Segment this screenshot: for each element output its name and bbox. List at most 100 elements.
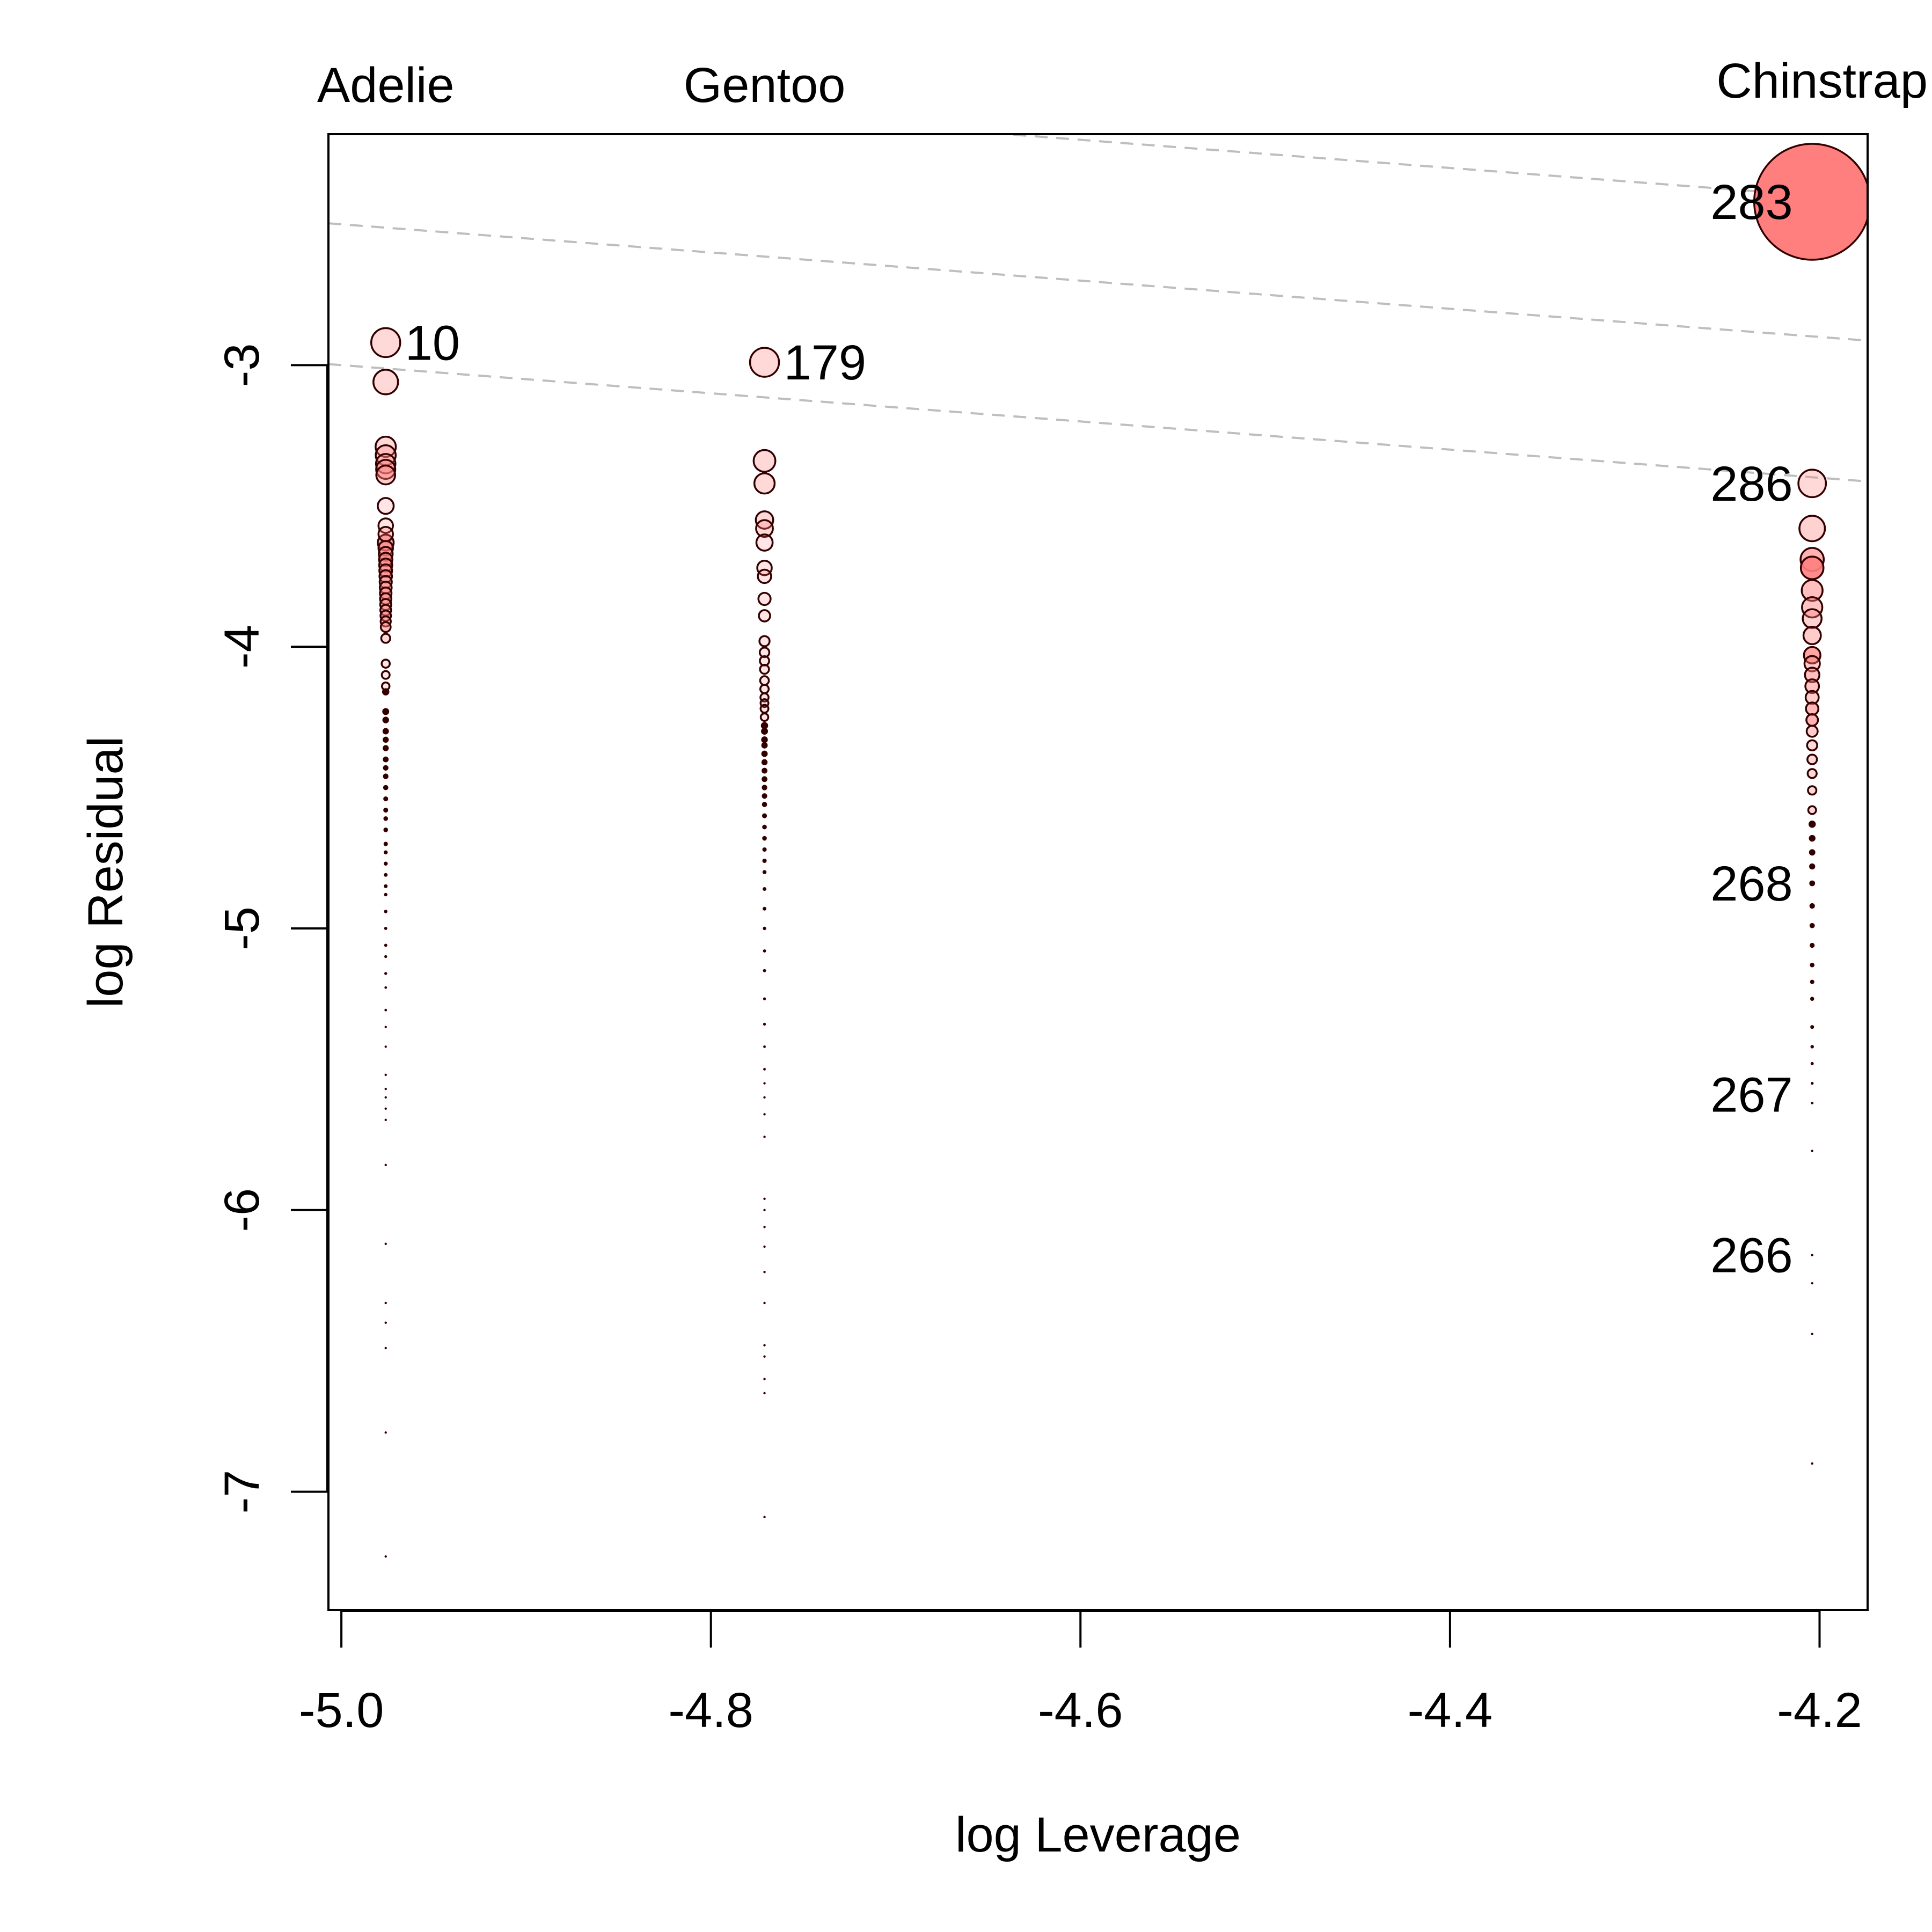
- data-point: [755, 533, 774, 552]
- data-point: [1801, 596, 1824, 619]
- data-point: [384, 892, 387, 897]
- data-point: [384, 1096, 387, 1099]
- data-point: [383, 861, 388, 866]
- data-point: [761, 736, 768, 743]
- y-tick-label: -7: [215, 1470, 269, 1514]
- data-point: [382, 728, 389, 735]
- data-point: [763, 997, 766, 1000]
- data-point: [1810, 1062, 1814, 1065]
- data-point: [757, 591, 772, 606]
- point-label: 179: [784, 335, 867, 390]
- data-point: [383, 765, 389, 771]
- data-point: [1809, 903, 1815, 909]
- data-point: [761, 759, 768, 765]
- data-point: [763, 1378, 766, 1380]
- data-point: [375, 458, 397, 480]
- data-point: [753, 472, 776, 495]
- data-point: [383, 796, 389, 802]
- data-point: [377, 517, 394, 534]
- data-point: [377, 525, 394, 543]
- data-point: [758, 635, 771, 647]
- point-label: 268: [1710, 857, 1793, 911]
- data-point: [384, 1073, 387, 1077]
- data-point: [763, 1271, 766, 1274]
- data-point: [1808, 821, 1816, 828]
- data-point: [758, 609, 771, 623]
- data-point: [755, 519, 774, 538]
- data-point: [372, 369, 399, 396]
- contour-line: [328, 0, 1868, 59]
- data-point: [383, 736, 389, 743]
- data-point: [384, 926, 387, 930]
- data-point: [763, 969, 766, 972]
- data-point: [752, 449, 777, 473]
- data-point: [1810, 1025, 1814, 1029]
- data-point: [763, 1209, 766, 1211]
- data-point: [762, 858, 767, 863]
- data-point: [763, 1022, 766, 1026]
- data-point: [763, 1301, 766, 1305]
- y-tick-label: -6: [215, 1188, 269, 1232]
- data-point: [383, 745, 389, 751]
- point-label: 286: [1710, 457, 1793, 511]
- data-point: [762, 836, 767, 841]
- data-point: [763, 906, 767, 911]
- data-point: [1809, 880, 1816, 887]
- data-point: [762, 813, 767, 818]
- data-point: [383, 756, 389, 763]
- group-label: Adelie: [317, 58, 455, 113]
- data-point: [384, 972, 387, 975]
- data-point: [1807, 785, 1818, 796]
- data-point: [763, 949, 766, 953]
- data-point: [1797, 469, 1827, 499]
- data-point: [384, 884, 388, 888]
- data-point: [761, 742, 768, 749]
- data-point: [762, 785, 767, 791]
- data-point: [759, 684, 770, 694]
- data-point: [759, 675, 770, 686]
- data-point: [1802, 608, 1823, 629]
- data-point: [384, 873, 388, 877]
- data-point: [1811, 1150, 1813, 1152]
- data-point: [762, 824, 767, 830]
- data-point: [762, 776, 767, 782]
- y-tick-label: -4: [215, 625, 269, 669]
- data-point: [384, 1163, 387, 1167]
- point-label: 267: [1710, 1068, 1793, 1123]
- data-point: [380, 658, 391, 669]
- data-point: [759, 704, 770, 714]
- data-point: [763, 1136, 766, 1138]
- data-point: [384, 1321, 387, 1324]
- data-point: [383, 841, 388, 846]
- data-point: [763, 1245, 766, 1248]
- data-point: [383, 807, 389, 813]
- data-point: [1801, 579, 1824, 602]
- data-point: [382, 716, 389, 723]
- data-point: [382, 708, 390, 715]
- data-point: [1810, 979, 1814, 984]
- x-tick-label: -4.4: [1408, 1683, 1493, 1738]
- data-point: [1804, 667, 1820, 683]
- data-point: [383, 850, 388, 855]
- data-point: [384, 1301, 387, 1305]
- data-point: [763, 1226, 766, 1228]
- data-point: [384, 1555, 387, 1558]
- contour-lines: [328, 0, 1868, 483]
- y-axis: -3 -4 -5 -6 -7: [215, 343, 328, 1514]
- x-tick-label: -5.0: [299, 1683, 384, 1738]
- data-point: [763, 1113, 766, 1116]
- data-point: [763, 1045, 766, 1048]
- data-point: [1810, 942, 1815, 948]
- y-axis-label: log Residual: [78, 736, 133, 1008]
- data-point: [1806, 739, 1818, 752]
- data-point: [763, 1516, 766, 1519]
- data-points: [370, 143, 1868, 1558]
- data-point: [1811, 1254, 1813, 1256]
- data-point: [384, 1045, 387, 1048]
- data-point: [1804, 678, 1820, 694]
- data-point: [763, 1392, 766, 1395]
- data-point: [383, 816, 389, 821]
- data-point: [1809, 835, 1816, 842]
- data-point: [757, 568, 772, 584]
